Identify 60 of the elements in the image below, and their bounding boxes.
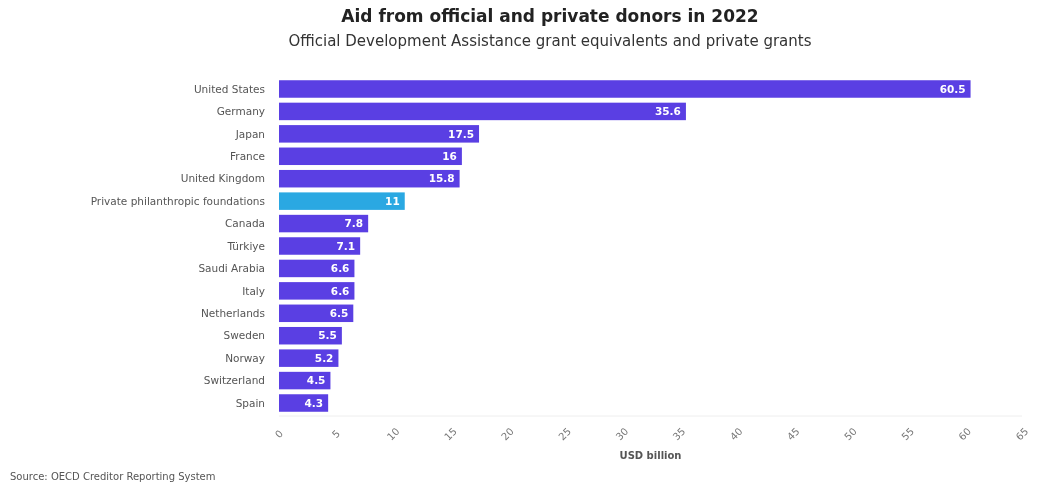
x-tick-label: 45 (784, 425, 802, 443)
data-label: 4.5 (306, 374, 326, 387)
data-label: 35.6 (655, 105, 681, 118)
bar (279, 147, 462, 166)
bar (279, 80, 971, 98)
data-label: 4.3 (304, 396, 324, 409)
bar (279, 192, 405, 210)
x-tick-label: 0 (272, 427, 286, 441)
bar (279, 125, 480, 143)
y-tick-label: Switzerland (203, 374, 265, 387)
data-label: 16 (442, 149, 457, 162)
chart-title: Aid from official and private donors in 2022 (341, 6, 759, 26)
bar (279, 169, 460, 188)
data-label: 60.5 (939, 82, 966, 95)
x-tick-label: 50 (842, 425, 859, 443)
x-tick-label: 15 (442, 425, 459, 443)
x-tick-label: 60 (956, 425, 974, 443)
x-tick-label: 55 (899, 425, 917, 443)
y-tick-label: France (230, 149, 265, 162)
y-tick-label: Private philanthropic foundations (90, 194, 265, 207)
data-label: 11 (385, 194, 400, 207)
y-tick-label: Saudi Arabia (198, 262, 265, 275)
data-label: 6.6 (330, 284, 350, 297)
source-note: Source: OECD Creditor Reporting System (10, 471, 216, 482)
chart-subtitle: Official Development Assistance grant equivalents and private grants (288, 32, 812, 50)
y-tick-label: United States (193, 82, 265, 95)
x-tick-label: 10 (384, 425, 402, 443)
x-tick-label: 40 (727, 425, 745, 443)
y-tick-label: Germany (216, 105, 265, 118)
data-label: 5.5 (318, 329, 337, 342)
data-label: 6.6 (330, 262, 350, 275)
x-tick-label: 30 (613, 425, 631, 443)
y-tick-label: Spain (235, 396, 265, 409)
bar (279, 237, 361, 255)
x-axis-title: USD billion (619, 450, 682, 461)
bar (279, 214, 369, 233)
y-tick-label: Türkiye (226, 239, 265, 252)
y-tick-label: Italy (242, 284, 265, 297)
x-tick-label: 65 (1013, 425, 1031, 443)
y-tick-label: Netherlands (200, 306, 265, 319)
data-label: 5.2 (314, 351, 334, 364)
data-label: 6.5 (329, 306, 349, 319)
y-tick-label: Sweden (223, 329, 265, 342)
data-label: 7.8 (344, 217, 364, 230)
data-label: 17.5 (448, 127, 475, 140)
data-label: 15.8 (428, 172, 455, 185)
bar (279, 304, 354, 323)
x-tick-label: 20 (499, 425, 517, 443)
x-tick-label: 25 (556, 425, 574, 443)
data-label: 7.1 (336, 239, 356, 252)
bar (279, 282, 355, 300)
x-tick-label: 35 (670, 425, 688, 443)
y-tick-label: Norway (225, 351, 265, 364)
y-tick-label: United Kingdom (180, 172, 265, 185)
x-tick-label: 5 (330, 427, 343, 441)
bar (279, 349, 339, 367)
y-tick-label: Canada (225, 217, 265, 230)
y-tick-label: Japan (234, 127, 265, 140)
bar (279, 102, 686, 121)
bar (279, 394, 329, 412)
